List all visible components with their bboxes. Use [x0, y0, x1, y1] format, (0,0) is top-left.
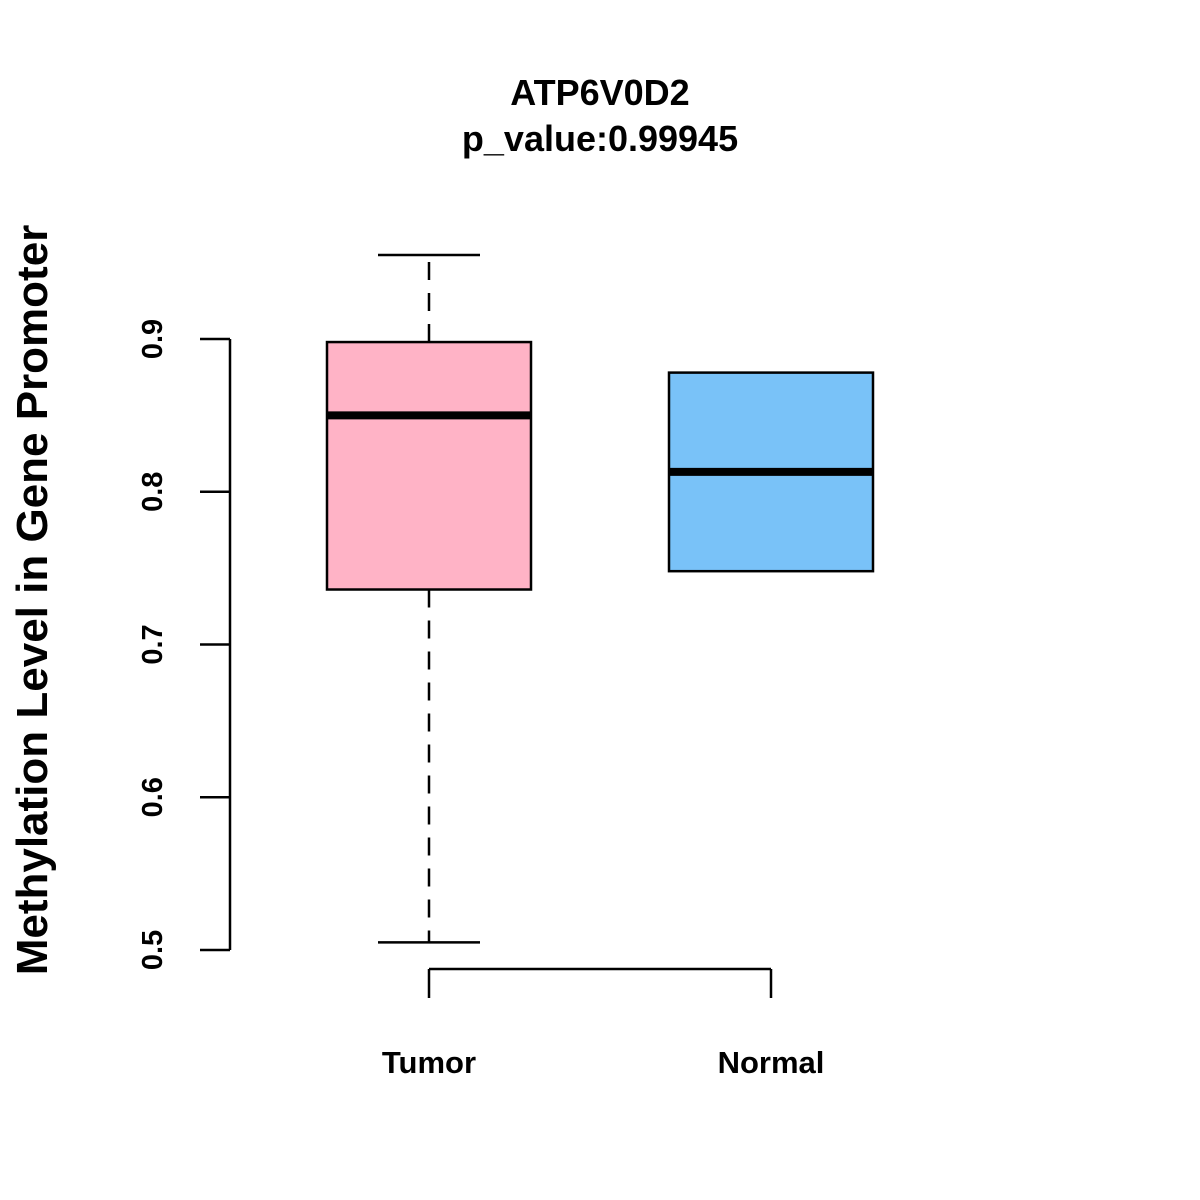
x-tick-label: Tumor [382, 1045, 476, 1080]
y-tick-label: 0.7 [137, 624, 169, 664]
boxes [325, 253, 875, 944]
chart-title: ATP6V0D2 [510, 72, 689, 113]
y-tick-label: 0.6 [137, 777, 169, 817]
box-tumor [325, 253, 533, 944]
y-tick-label: 0.8 [137, 472, 169, 512]
y-tick-label: 0.9 [137, 319, 169, 359]
box-normal [667, 371, 875, 573]
y-tick-label: 0.5 [137, 930, 169, 970]
box-iqr [325, 340, 533, 591]
chart-subtitle: p_value:0.99945 [462, 118, 738, 159]
x-tick-label: Normal [718, 1045, 825, 1080]
y-axis-label: Methylation Level in Gene Promoter [8, 225, 57, 976]
x-axis: Tumor Normal [382, 967, 825, 1080]
y-axis: 0.5 0.6 0.7 0.8 0.9 [137, 319, 232, 970]
